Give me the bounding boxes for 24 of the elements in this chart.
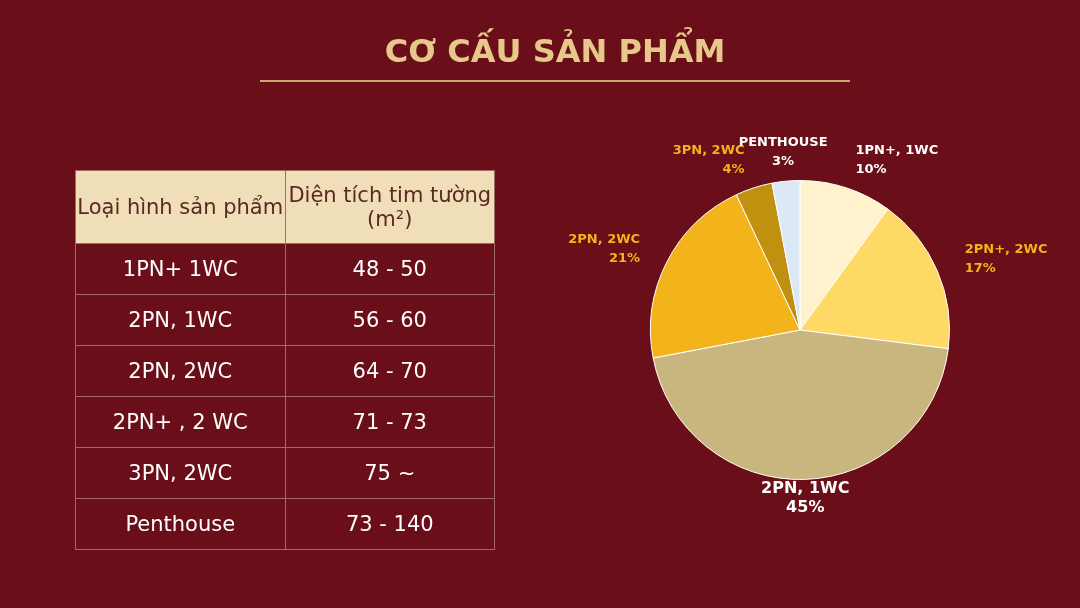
text: 71 - 73 bbox=[285, 396, 495, 448]
data-label: 45% bbox=[786, 496, 825, 516]
text: 1PN+ 1WC bbox=[75, 243, 285, 295]
text: Penthouse bbox=[75, 498, 285, 550]
slice-label: 2PN+, 2WC bbox=[964, 241, 1048, 257]
text: 73 - 140 bbox=[285, 498, 495, 550]
text: 48 - 50 bbox=[285, 243, 495, 295]
text: 64 - 70 bbox=[285, 345, 495, 397]
text: 2PN, 1WC bbox=[75, 294, 285, 346]
data-label: 4% bbox=[722, 160, 745, 176]
text: 3PN, 2WC bbox=[75, 447, 285, 499]
slice-label: 1PN+, 1WC bbox=[855, 141, 939, 157]
text: 2PN+ , 2 WC bbox=[75, 396, 285, 448]
text: 75 ~ bbox=[285, 447, 495, 499]
slice-label: 2PN, 2WC bbox=[568, 230, 641, 246]
data-label: 21% bbox=[608, 249, 641, 265]
data-label: 17% bbox=[964, 260, 996, 276]
text: Loại hình sản phẩm bbox=[75, 170, 285, 244]
data-label: 3% bbox=[772, 152, 795, 168]
text: 56 - 60 bbox=[285, 294, 495, 346]
text: 2PN, 2WC bbox=[75, 345, 285, 397]
data-label: 10% bbox=[855, 160, 887, 176]
slice-label: 2PN, 1WC bbox=[761, 477, 850, 497]
text: Diện tích tim tường (m²) bbox=[285, 170, 495, 244]
